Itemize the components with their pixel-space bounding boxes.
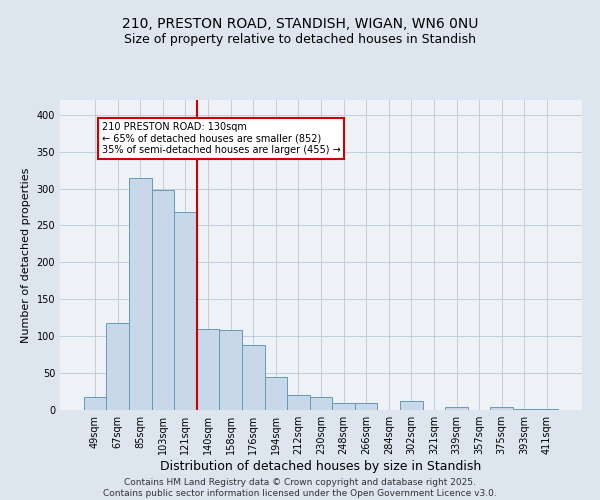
- Bar: [174, 212, 197, 410]
- Y-axis label: Number of detached properties: Number of detached properties: [21, 168, 31, 342]
- Bar: [242, 345, 265, 410]
- Bar: [490, 407, 513, 410]
- Bar: [152, 190, 174, 410]
- Bar: [106, 323, 129, 410]
- Bar: [355, 402, 377, 410]
- X-axis label: Distribution of detached houses by size in Standish: Distribution of detached houses by size …: [160, 460, 482, 473]
- Text: Contains HM Land Registry data © Crown copyright and database right 2025.
Contai: Contains HM Land Registry data © Crown c…: [103, 478, 497, 498]
- Bar: [84, 396, 106, 410]
- Text: 210 PRESTON ROAD: 130sqm
← 65% of detached houses are smaller (852)
35% of semi-: 210 PRESTON ROAD: 130sqm ← 65% of detach…: [102, 122, 341, 156]
- Bar: [445, 407, 468, 410]
- Bar: [513, 408, 536, 410]
- Bar: [287, 395, 310, 410]
- Text: 210, PRESTON ROAD, STANDISH, WIGAN, WN6 0NU: 210, PRESTON ROAD, STANDISH, WIGAN, WN6 …: [122, 18, 478, 32]
- Bar: [310, 396, 332, 410]
- Bar: [129, 178, 152, 410]
- Bar: [400, 401, 422, 410]
- Bar: [265, 377, 287, 410]
- Bar: [197, 329, 220, 410]
- Bar: [220, 330, 242, 410]
- Bar: [332, 402, 355, 410]
- Bar: [536, 408, 558, 410]
- Text: Size of property relative to detached houses in Standish: Size of property relative to detached ho…: [124, 32, 476, 46]
